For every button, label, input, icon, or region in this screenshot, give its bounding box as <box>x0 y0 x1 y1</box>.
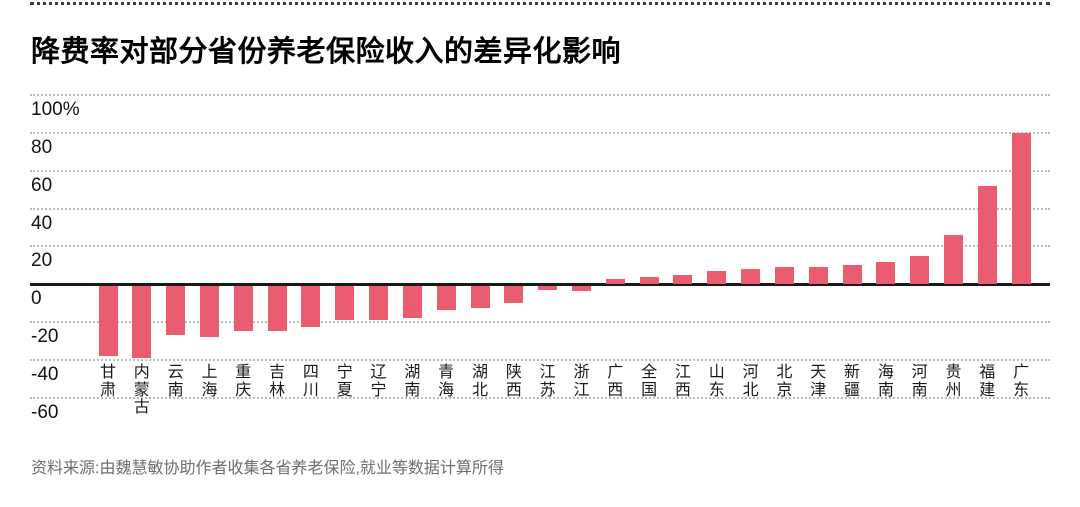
zero-axis-line <box>30 282 1050 286</box>
bar-河北 <box>741 269 761 285</box>
bar-江西 <box>673 274 693 285</box>
x-axis-label-河南: 河南 <box>911 364 928 399</box>
chart-title: 降费率对部分省份养老保险收入的差异化影响 <box>31 36 622 68</box>
bar-天津 <box>808 267 828 285</box>
y-axis-tick--40: -40 <box>31 363 59 385</box>
gridline-80 <box>30 131 1050 134</box>
bar-广西 <box>605 278 625 285</box>
x-axis-label-青海: 青海 <box>438 364 455 399</box>
bar-新疆 <box>842 265 862 285</box>
x-axis-label-广东: 广东 <box>1013 364 1030 399</box>
y-axis-tick-60: 60 <box>31 174 53 196</box>
x-axis-label-重庆: 重庆 <box>235 364 252 399</box>
bar-广东 <box>1011 132 1031 285</box>
x-axis-label-广西: 广西 <box>607 364 624 399</box>
x-axis-label-河北: 河北 <box>742 364 759 399</box>
gridline-20 <box>30 245 1050 248</box>
x-axis-label-云南: 云南 <box>167 364 184 399</box>
x-axis-label-北京: 北京 <box>776 364 793 399</box>
y-axis-tick-0: 0 <box>31 288 42 310</box>
y-axis-tick-20: 20 <box>31 250 53 272</box>
x-axis-label-辽宁: 辽宁 <box>370 364 387 399</box>
bar-辽宁 <box>369 285 389 320</box>
x-axis-label-四川: 四川 <box>302 364 319 399</box>
x-axis-label-吉林: 吉林 <box>269 364 286 399</box>
x-axis-label-江西: 江西 <box>674 364 691 399</box>
bar-内蒙古 <box>132 285 152 358</box>
x-axis-label-内蒙古: 内蒙古 <box>133 364 150 416</box>
x-axis-label-天津: 天津 <box>810 364 827 399</box>
bar-湖南 <box>402 285 422 318</box>
x-axis-label-新疆: 新疆 <box>844 364 861 399</box>
bar-海南 <box>876 261 896 285</box>
x-axis-label-福建: 福建 <box>979 364 996 399</box>
gridline-100 <box>30 94 1050 96</box>
bar-湖北 <box>470 285 490 309</box>
gridline--60 <box>30 396 1050 399</box>
bar-福建 <box>977 185 997 285</box>
bar-吉林 <box>267 285 287 332</box>
top-divider-rule <box>30 2 1050 5</box>
gridline-60 <box>30 169 1050 172</box>
bar-河南 <box>910 255 930 285</box>
bar-北京 <box>774 267 794 285</box>
x-axis-label-山东: 山东 <box>708 364 725 399</box>
bar-甘肃 <box>98 285 118 356</box>
bar-青海 <box>436 285 456 311</box>
bar-宁夏 <box>335 285 355 320</box>
x-axis-label-宁夏: 宁夏 <box>336 364 353 399</box>
bar-重庆 <box>233 285 253 332</box>
bar-贵州 <box>944 235 963 285</box>
bar-云南 <box>166 285 186 335</box>
gridline--40 <box>30 358 1050 361</box>
bar-陕西 <box>504 285 524 303</box>
y-axis-tick-100: 100% <box>31 99 80 120</box>
bar-山东 <box>707 271 727 285</box>
bar-浙江 <box>571 285 591 292</box>
x-axis-label-全国: 全国 <box>641 364 658 399</box>
y-axis-tick--60: -60 <box>31 401 59 423</box>
x-axis-label-甘肃: 甘肃 <box>99 364 116 399</box>
x-axis-label-湖南: 湖南 <box>404 364 421 399</box>
x-axis-label-海南: 海南 <box>877 364 894 399</box>
bar-江苏 <box>538 285 558 290</box>
x-axis-label-贵州: 贵州 <box>945 364 962 399</box>
bar-四川 <box>301 285 321 328</box>
bar-全国 <box>639 276 659 285</box>
gridline--20 <box>30 321 1050 324</box>
x-axis-label-上海: 上海 <box>201 364 218 399</box>
gridline-40 <box>30 207 1050 210</box>
y-axis-tick-40: 40 <box>31 212 53 234</box>
bar-上海 <box>199 285 219 337</box>
y-axis-tick-80: 80 <box>31 136 53 158</box>
x-axis-label-陕西: 陕西 <box>505 364 522 399</box>
x-axis-label-浙江: 浙江 <box>573 364 590 399</box>
y-axis-tick--20: -20 <box>31 326 59 348</box>
x-axis-label-湖北: 湖北 <box>472 364 489 399</box>
source-note: 资料来源:由魏慧敏协助作者收集各省养老保险,就业等数据计算所得 <box>31 460 504 477</box>
x-axis-label-江苏: 江苏 <box>539 364 556 399</box>
